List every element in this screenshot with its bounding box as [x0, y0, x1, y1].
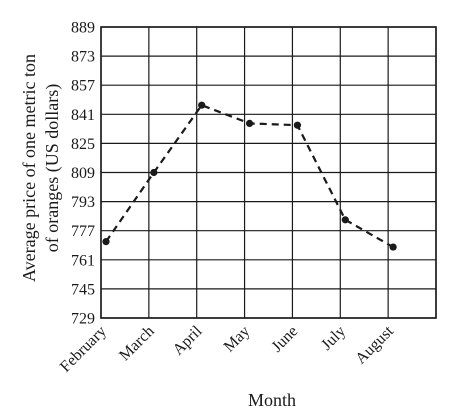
y-tick-label: 793 [71, 194, 95, 211]
x-tick-label: February [57, 323, 110, 376]
data-point [389, 243, 397, 251]
y-tick-label: 761 [71, 252, 95, 269]
y-tick-label: 841 [71, 107, 95, 124]
y-tick-label: 873 [71, 49, 95, 66]
series-layer [102, 101, 397, 251]
data-point [245, 119, 254, 127]
y-tick-label: 745 [71, 281, 95, 298]
data-point [341, 216, 349, 224]
x-tick-label: April [170, 322, 206, 358]
x-tick-label: June [268, 323, 301, 356]
y-tick-label: 729 [71, 311, 95, 328]
data-point [198, 101, 206, 109]
x-tick-label: July [318, 323, 349, 354]
y-tick-label: 889 [71, 20, 95, 37]
y-tick-label: 777 [71, 223, 95, 240]
data-point [150, 168, 158, 177]
plot-frame [100, 26, 437, 319]
data-point [293, 121, 302, 129]
x-tick-label: August [352, 322, 397, 367]
x-tick-labels: February March April May June July August [57, 322, 397, 375]
y-tick-labels: 729 745 761 777 793 809 825 841 857 873 889 [71, 20, 95, 328]
x-axis-title: Month [248, 390, 296, 410]
data-point [102, 238, 110, 246]
y-tick-label: 825 [71, 136, 95, 153]
y-tick-label: 857 [71, 78, 95, 95]
x-tick-label: May [221, 323, 254, 356]
y-axis-title-line-1: Average price of one metric ton [19, 54, 39, 282]
x-tick-label: March [116, 323, 158, 365]
y-axis-title-line-2: of oranges (US dollars) [42, 84, 63, 252]
y-tick-label: 809 [71, 165, 95, 182]
